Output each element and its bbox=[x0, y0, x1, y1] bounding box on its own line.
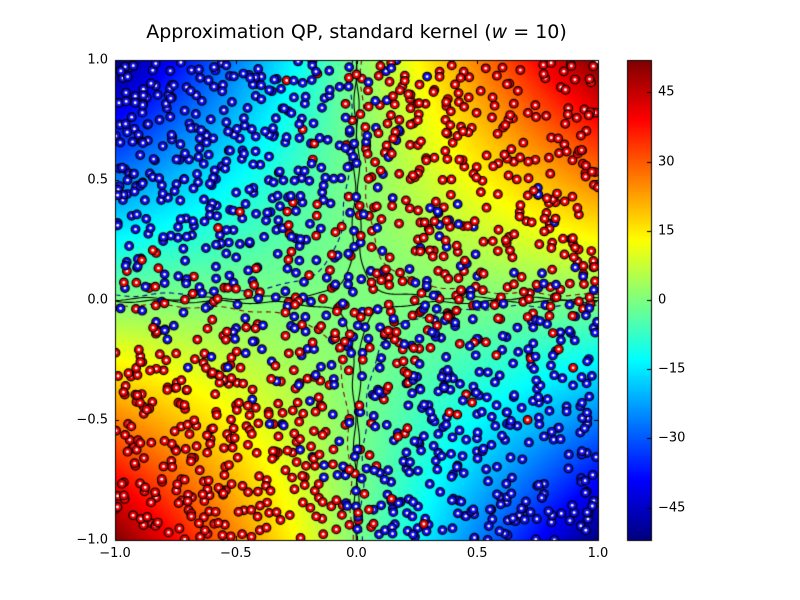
x-tick-label: −1.0 bbox=[99, 546, 131, 561]
colorbar-tick-label: −30 bbox=[658, 430, 686, 446]
y-tick-label: 0.0 bbox=[87, 292, 108, 308]
colorbar-tick-label: 30 bbox=[658, 154, 675, 170]
colorbar-tick-label: 45 bbox=[658, 84, 675, 100]
title-text: Approximation QP, standard kernel ( bbox=[146, 21, 492, 43]
y-tick-label: 0.5 bbox=[87, 172, 108, 188]
title-text: = 10) bbox=[507, 21, 567, 43]
x-tick-label: 0.0 bbox=[346, 546, 367, 561]
y-tick-label: −0.5 bbox=[76, 412, 108, 428]
x-tick-label: −0.5 bbox=[219, 546, 252, 561]
y-tick-label: 1.0 bbox=[87, 52, 108, 68]
colorbar-tick-label: −15 bbox=[658, 361, 686, 377]
title-math-var: w bbox=[491, 21, 508, 43]
colorbar-tick-label: 15 bbox=[658, 223, 675, 239]
colorbar-tick-label: 0 bbox=[658, 292, 667, 308]
x-tick-label: 1.0 bbox=[587, 546, 609, 561]
y-tick-label: −1.0 bbox=[76, 532, 108, 548]
chart-title: Approximation QP, standard kernel (w = 1… bbox=[146, 21, 567, 43]
x-tick-label: 0.5 bbox=[466, 546, 488, 561]
colorbar-tick-label: −45 bbox=[658, 500, 686, 516]
